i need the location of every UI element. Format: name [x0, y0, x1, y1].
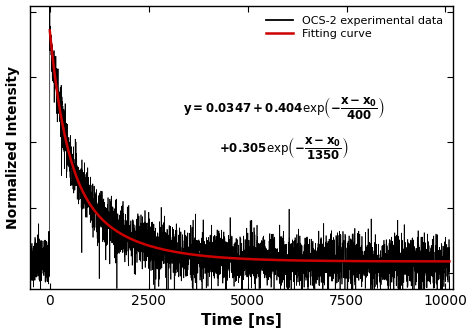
Y-axis label: Normalized Intensity: Normalized Intensity	[6, 66, 19, 229]
Legend: OCS-2 experimental data, Fitting curve: OCS-2 experimental data, Fitting curve	[261, 11, 448, 43]
Text: $\mathbf{y = 0.0347 + 0.404\exp\!\left(-\dfrac{x - x_0}{400}\right)}$
$\mathbf{+: $\mathbf{y = 0.0347 + 0.404\exp\!\left(-…	[183, 96, 385, 162]
X-axis label: Time [ns]: Time [ns]	[201, 313, 282, 328]
